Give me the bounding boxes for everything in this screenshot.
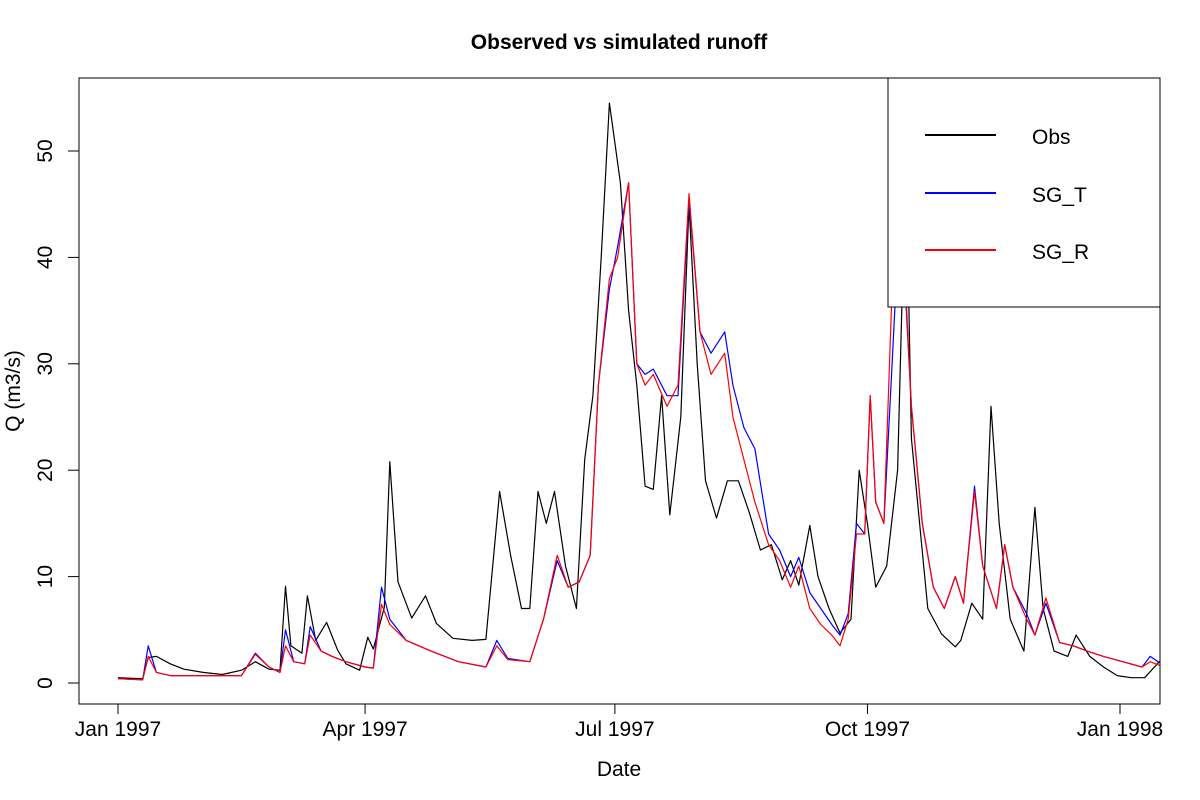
legend-label-obs: Obs xyxy=(1032,126,1071,149)
series-line-sg-r xyxy=(117,182,1160,681)
y-tick-label: 20 xyxy=(34,459,57,482)
legend-label-sg-t: SG_T xyxy=(1032,184,1087,207)
x-axis: Jan 1997 Apr 1997 Jul 1997 Oct 1997 Jan 1998 xyxy=(75,703,1163,741)
y-axis: 0 10 20 30 40 50 xyxy=(34,139,80,689)
x-tick-label: Jan 1998 xyxy=(1077,718,1163,741)
y-tick-label: 40 xyxy=(34,246,57,269)
x-tick-label: Oct 1997 xyxy=(825,718,910,741)
legend-label-sg-r: SG_R xyxy=(1032,241,1089,264)
y-tick-label: 10 xyxy=(34,565,57,588)
y-tick-label: 30 xyxy=(34,352,57,375)
x-tick-label: Jul 1997 xyxy=(575,718,654,741)
series-line-obs xyxy=(117,102,1160,680)
legend: Obs SG_T SG_R xyxy=(887,77,1161,308)
y-tick-label: 50 xyxy=(34,139,57,162)
x-tick-label: Apr 1997 xyxy=(322,718,407,741)
y-tick-label: 0 xyxy=(34,677,57,689)
series-layer xyxy=(117,102,1160,681)
y-axis-label: Q (m3/s) xyxy=(2,350,25,432)
x-axis-label: Date xyxy=(597,758,641,781)
x-tick-label: Jan 1997 xyxy=(75,718,161,741)
chart-title: Observed vs simulated runoff xyxy=(471,31,768,54)
